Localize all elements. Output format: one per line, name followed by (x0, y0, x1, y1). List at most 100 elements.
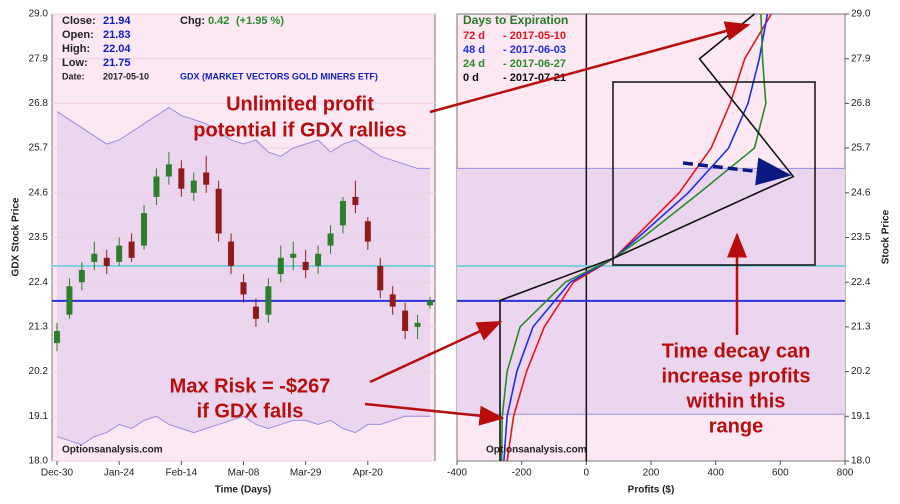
annotation: increase profits (662, 365, 811, 387)
x-tick-label: -200 (512, 468, 532, 479)
x-tick-label: Mar-29 (290, 468, 322, 479)
x-axis-label: Profits ($) (628, 485, 675, 496)
info-value: 21.94 (103, 15, 131, 27)
candle-body (116, 245, 123, 262)
band-line (56, 415, 430, 446)
legend-label: - 2017-06-27 (503, 58, 566, 70)
candle-body (339, 200, 346, 226)
y-axis-label: Stock Price (881, 209, 892, 264)
y-tick-label: 22.4 (29, 277, 49, 288)
candle-body (240, 282, 247, 295)
info-label: High: (62, 43, 90, 55)
candle-body (265, 286, 272, 315)
candle-body (54, 330, 60, 344)
candle-body (141, 213, 148, 246)
candle-body (228, 241, 235, 266)
x-tick-label: -400 (447, 468, 467, 479)
range-box (612, 81, 816, 266)
info-value: 22.04 (103, 43, 131, 55)
candle-body (327, 233, 334, 246)
info-value: 2017-05-10 (103, 71, 149, 81)
y-tick-label: 20.2 (29, 366, 49, 377)
y-tick-label: 19.1 (851, 411, 871, 422)
info-value: 0.42 (208, 15, 229, 27)
y-tick-label: 20.2 (851, 366, 871, 377)
candle-body (290, 253, 297, 258)
legend-label: - 2017-07-21 (503, 72, 566, 84)
info-label: Chg: (180, 15, 205, 27)
info-label: Low: (62, 57, 88, 69)
annotation: Unlimited profit (226, 93, 374, 115)
y-tick-label: 22.4 (851, 277, 871, 288)
y-tick-label: 27.9 (29, 53, 49, 64)
legend-label: 0 d (463, 72, 479, 84)
y-tick-label: 29.0 (29, 9, 49, 20)
profit-line (503, 13, 769, 462)
info-value: (+1.95 %) (236, 15, 284, 27)
candle-body (128, 241, 135, 258)
y-tick-label: 25.7 (29, 143, 49, 154)
x-tick-label: 600 (772, 468, 789, 479)
candle-body (178, 168, 185, 189)
y-tick-label: 18.0 (29, 456, 49, 467)
candle-body (165, 164, 172, 177)
candle-body (203, 172, 210, 185)
candle-body (190, 180, 197, 193)
annotations: Unlimited profit potential if GDX rallie… (170, 21, 816, 437)
candle-body (252, 306, 259, 319)
x-tick-label: Apr-20 (353, 468, 383, 479)
legend-title: Days to Expiration (463, 13, 568, 27)
arrow (429, 21, 751, 114)
x-tick-label: Jan-24 (104, 468, 135, 479)
legend-label: 24 d (463, 58, 485, 70)
info-value: 21.83 (103, 29, 131, 41)
y-tick-label: 26.8 (851, 98, 871, 109)
info-value: 21.75 (103, 57, 131, 69)
candle-body (315, 253, 322, 266)
info-label: Date: (62, 71, 85, 81)
candle-body (302, 261, 309, 271)
x-tick-label: 0 (584, 468, 590, 479)
x-tick-label: 400 (707, 468, 724, 479)
y-tick-label: 23.5 (851, 232, 871, 243)
candle-body (78, 270, 85, 283)
y-axis-label: GDX Stock Price (11, 197, 22, 276)
candle-body (402, 310, 409, 331)
x-axis-label: Time (Days) (215, 485, 272, 496)
x-tick-label: Mar-08 (228, 468, 260, 479)
info-label: Open: (62, 29, 94, 41)
legend-label: 48 d (463, 44, 485, 56)
candle-body (364, 221, 371, 242)
arrow (364, 402, 505, 426)
x-tick-label: 200 (643, 468, 660, 479)
candle-body (277, 257, 284, 275)
x-tick-label: Dec-30 (41, 468, 74, 479)
range-fill (457, 168, 845, 415)
info-label: Close: (62, 15, 96, 27)
y-tick-label: 27.9 (851, 53, 871, 64)
profit-line (506, 13, 772, 462)
candle-body (91, 253, 98, 262)
candle-body (153, 176, 160, 197)
candle-body (103, 257, 110, 266)
candle-body (377, 265, 384, 291)
band-line (56, 106, 430, 169)
info-box: Close: 21.94 Open: 21.83 High: 22.04 Low… (62, 15, 378, 81)
annotation: Time decay can (662, 340, 811, 362)
profit-line (500, 13, 767, 462)
y-tick-label: 25.7 (851, 143, 871, 154)
y-tick-label: 21.3 (29, 322, 49, 333)
candle-body (66, 286, 73, 315)
annotation: if GDX falls (197, 400, 304, 422)
annotation: Max Risk = -$267 (170, 375, 331, 397)
legend-label: - 2017-06-03 (503, 44, 566, 56)
dashed-arrow (682, 157, 792, 186)
x-tick-label: Feb-14 (165, 468, 197, 479)
y-tick-label: 26.8 (29, 98, 49, 109)
candle-body (414, 322, 421, 327)
y-tick-label: 23.5 (29, 232, 49, 243)
watermark: Optionsanalysis.com (62, 445, 163, 456)
x-tick-label: 800 (837, 468, 854, 479)
legend-label: 72 d (463, 30, 485, 42)
